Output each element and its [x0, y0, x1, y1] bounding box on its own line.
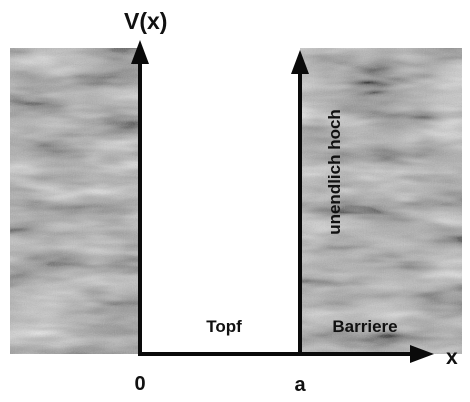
y-axis-label: V(x) — [124, 8, 167, 34]
a-label: a — [294, 374, 306, 396]
y-axis — [131, 40, 149, 356]
right-wall-arrowhead — [291, 50, 309, 74]
left-barrier-region — [10, 48, 138, 354]
right-barrier-region — [300, 48, 462, 354]
x-axis-arrowhead — [410, 345, 434, 363]
height-note-label: unendlich hoch — [325, 109, 344, 235]
barrier-label: Barriere — [332, 317, 397, 336]
well-label: Topf — [206, 317, 242, 336]
x-axis-label: x — [446, 346, 458, 369]
origin-label: 0 — [134, 373, 145, 395]
y-axis-arrowhead — [131, 40, 149, 64]
x-axis — [138, 345, 434, 363]
right-wall-line — [291, 50, 309, 356]
